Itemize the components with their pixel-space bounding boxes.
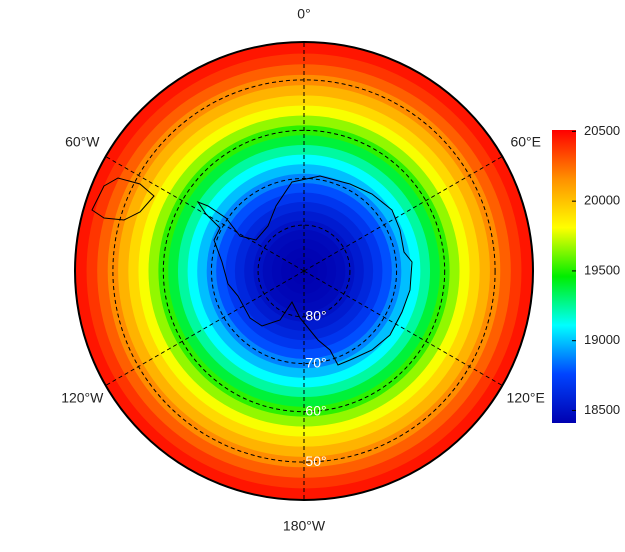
- meridian: [303, 270, 513, 392]
- colorbar: [552, 130, 576, 423]
- south-america-outline: [91, 177, 155, 221]
- colorbar-ticks: 18500 19000 19500 20000 20500: [572, 123, 620, 417]
- meridian: [95, 270, 305, 392]
- colorbar-tick-label: 20000: [584, 193, 620, 208]
- latitude-circle: [112, 79, 496, 463]
- antarctica-outline: [196, 175, 413, 366]
- longitude-label: 120°E: [507, 390, 545, 406]
- longitude-label: 60°E: [510, 134, 541, 150]
- longitude-label: 120°W: [61, 390, 104, 406]
- latitude-label: 70°: [305, 354, 326, 370]
- labels: 80° 70° 60° 50° 0° 60°E 120°E 180°W 120°W 60°W: [61, 6, 545, 534]
- colorbar-tick-label: 19500: [584, 262, 620, 277]
- colorbar-tick-label: 19000: [584, 332, 620, 347]
- colorbar-tick-label: 20500: [584, 123, 620, 138]
- map-boundary: [74, 41, 534, 501]
- latitude-label: 50°: [305, 453, 326, 469]
- latitude-label: 60°: [305, 402, 326, 418]
- longitude-label: 0°: [297, 6, 310, 22]
- longitude-label: 180°W: [283, 518, 326, 534]
- longitude-label: 60°W: [65, 134, 100, 150]
- meridian: [303, 150, 513, 272]
- colorbar-tick-label: 18500: [584, 402, 620, 417]
- meridian: [95, 150, 305, 272]
- latitude-label: 80°: [305, 308, 326, 324]
- graticule: [95, 42, 513, 500]
